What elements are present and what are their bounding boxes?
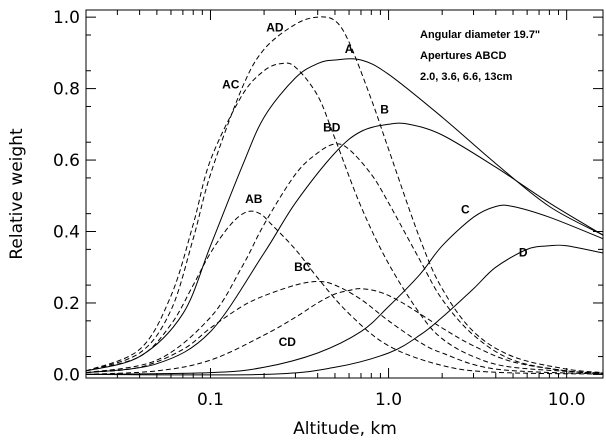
- curve-cd: [85, 288, 604, 375]
- y-tick-label: 1.0: [53, 8, 80, 28]
- curve-ab: [85, 210, 604, 375]
- curve-label-bc: BC: [294, 260, 312, 274]
- curve-d: [85, 244, 604, 376]
- curve-label-ad: AD: [266, 20, 284, 34]
- y-tick-label: 0.4: [53, 223, 80, 243]
- ticks: 0.0 0.2 0.4 0.6 0.8 1.0 0.1 1.0 10.0: [53, 8, 603, 410]
- curve-label-c: C: [461, 203, 470, 217]
- x-tick-label: 1.0: [375, 390, 402, 410]
- curve-c: [85, 204, 604, 375]
- curve-a: [85, 58, 604, 372]
- curve-ad: [85, 16, 604, 374]
- annotation-line-3: 2.0, 3.6, 6.6, 13cm: [420, 71, 513, 83]
- y-axis-title: Relative weight: [7, 128, 27, 260]
- curve-label-cd: CD: [279, 335, 297, 349]
- curve-b: [85, 122, 604, 374]
- annotation-line-2: Apertures ABCD: [420, 50, 506, 62]
- curves: [85, 16, 604, 376]
- x-tick-label: 0.1: [197, 390, 224, 410]
- x-axis-title: Altitude, km: [293, 419, 397, 439]
- curve-label-ac: AC: [222, 78, 240, 92]
- curve-bd: [85, 143, 604, 374]
- plot-frame: [85, 9, 604, 379]
- y-tick-label: 0.2: [53, 294, 80, 314]
- y-tick-label: 0.0: [53, 365, 80, 385]
- curve-label-b: B: [380, 103, 389, 117]
- curve-label-bd: BD: [323, 120, 341, 134]
- y-tick-label: 0.8: [53, 80, 80, 100]
- curve-label-ab: AB: [245, 192, 263, 206]
- annotation-line-1: Angular diameter 19.7": [420, 29, 540, 41]
- curve-label-a: A: [345, 42, 354, 56]
- curve-label-d: D: [519, 246, 528, 260]
- x-tick-label: 10.0: [548, 390, 586, 410]
- y-tick-label: 0.6: [53, 151, 80, 171]
- curve-bc: [85, 280, 604, 375]
- curve-ac: [85, 62, 604, 374]
